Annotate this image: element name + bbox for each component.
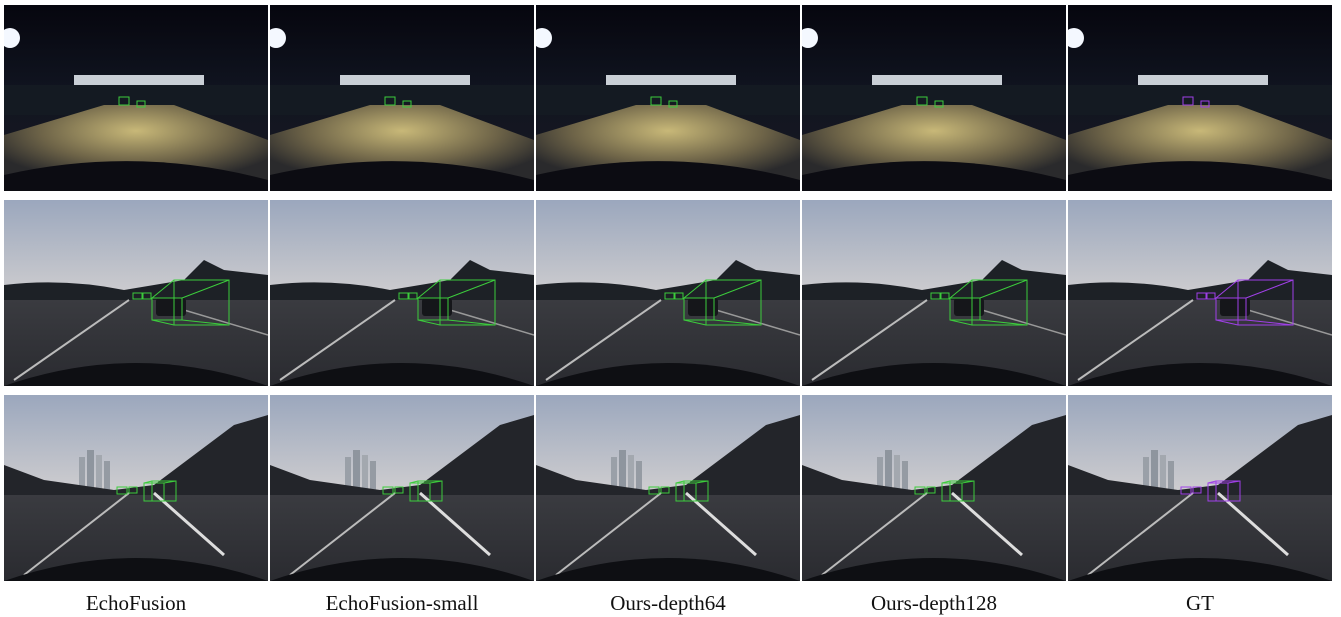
image-grid xyxy=(0,5,1332,581)
column-labels: EchoFusion EchoFusion-small Ours-depth64 Ou… xyxy=(86,591,1214,615)
scene-image xyxy=(532,5,800,191)
column-label: Ours-depth64 xyxy=(610,591,726,615)
figure: EchoFusion EchoFusion-small Ours-depth64 Ou… xyxy=(0,0,1341,617)
scene-image xyxy=(802,395,1066,581)
scene-image xyxy=(1068,395,1332,581)
scene-image xyxy=(798,5,1066,191)
column-label: Ours-depth128 xyxy=(871,591,997,615)
scene-image xyxy=(1064,5,1332,191)
scene-image xyxy=(536,395,800,581)
column-label: EchoFusion-small xyxy=(326,591,479,615)
scene-image xyxy=(4,395,268,581)
column-label: GT xyxy=(1186,591,1214,615)
scene-image xyxy=(0,5,268,191)
column-label: EchoFusion xyxy=(86,591,187,615)
scene-image xyxy=(270,395,534,581)
scene-image xyxy=(266,5,534,191)
